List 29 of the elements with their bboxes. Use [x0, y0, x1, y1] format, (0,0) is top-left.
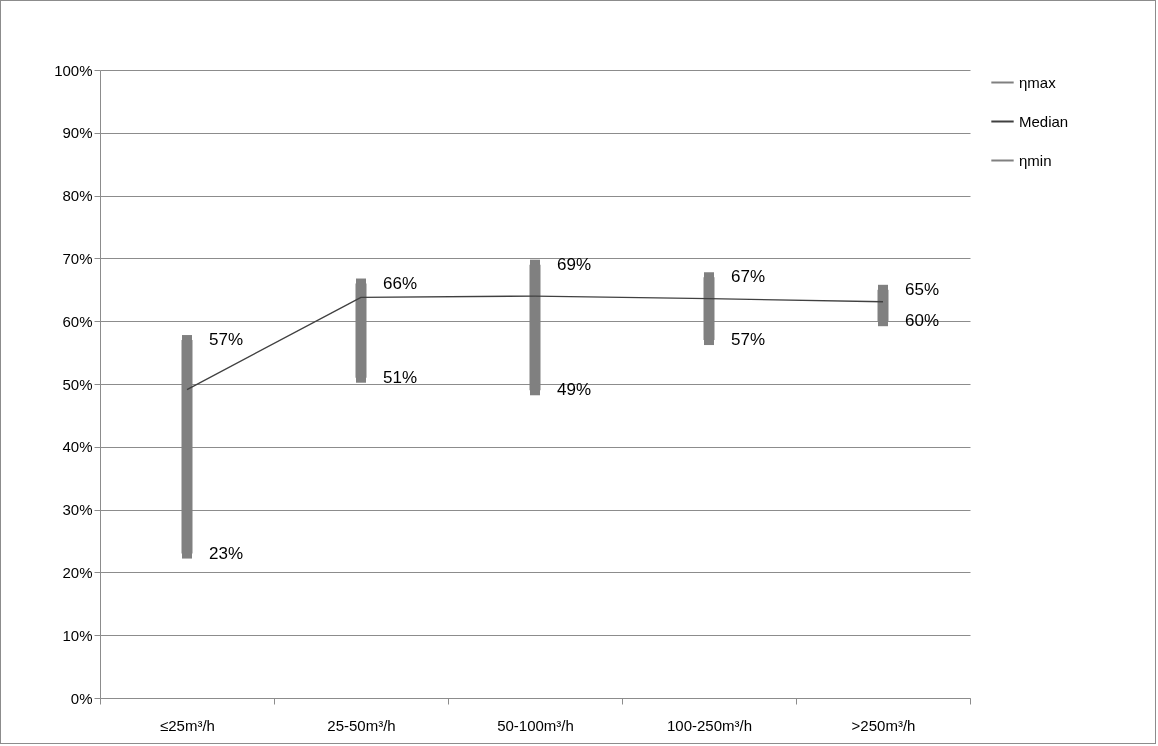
x-tick-label: 50-100m³/h: [497, 716, 574, 734]
data-label: 65%: [905, 279, 940, 299]
y-tick-label: 100%: [54, 61, 93, 79]
data-label: 60%: [905, 311, 940, 331]
x-tick-label: >250m³/h: [851, 716, 916, 734]
y-tick-label: 40%: [62, 438, 93, 456]
y-tick-label: 80%: [62, 187, 93, 205]
data-label: 49%: [557, 380, 592, 400]
data-label: 51%: [383, 367, 418, 387]
y-tick-label: 10%: [62, 626, 93, 644]
x-tick-label: 25-50m³/h: [327, 716, 396, 734]
x-tick-label: 100-250m³/h: [666, 716, 753, 734]
y-tick-label: 70%: [62, 249, 93, 267]
data-label: 69%: [557, 254, 592, 274]
y-tick-label: 20%: [62, 563, 93, 581]
data-label: 57%: [731, 330, 766, 350]
data-label: 67%: [731, 267, 766, 287]
data-label: 66%: [383, 273, 418, 293]
data-label: 57%: [209, 330, 244, 350]
y-tick-label: 50%: [62, 375, 93, 393]
y-tick-label: 0%: [70, 689, 93, 707]
legend-label: ηmax: [1019, 73, 1057, 91]
data-label: 23%: [209, 543, 244, 563]
y-tick-label: 90%: [62, 124, 93, 142]
legend-label: ηmin: [1019, 151, 1052, 169]
y-tick-label: 60%: [62, 312, 93, 330]
x-tick-label: ≤25m³/h: [160, 716, 215, 734]
y-tick-label: 30%: [62, 501, 93, 519]
legend-label: Median: [1019, 112, 1069, 130]
